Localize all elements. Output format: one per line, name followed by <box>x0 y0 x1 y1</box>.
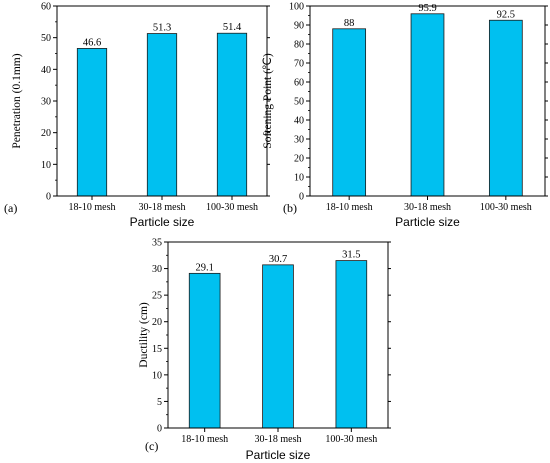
p3-x-tick-label-3: 100-30 mesh <box>325 434 377 445</box>
p3-x-tick-label-2: 30-18 mesh <box>255 434 302 445</box>
p3-y-axis-title: Ductility (cm) <box>138 302 150 368</box>
p2-y-tick-label-5: 40 <box>294 116 304 127</box>
p1-y-tick-label-5: 40 <box>41 65 51 76</box>
p3-y-tick-label-5: 20 <box>152 317 162 328</box>
p2-x-tick-label-1: 18-10 mesh <box>326 202 373 213</box>
p2-y-tick-label-1: 0 <box>299 192 304 203</box>
p3-x-tick-label-1: 18-10 mesh <box>181 434 228 445</box>
p2-y-tick-label-10: 90 <box>294 21 304 32</box>
p2-bar-2 <box>410 13 445 197</box>
p1-value-label-1: 46.6 <box>83 37 101 48</box>
p2-panel-label: (b) <box>283 201 297 215</box>
p2-value-label-1: 88 <box>344 18 355 29</box>
p1-y-tick-label-6: 50 <box>41 33 51 44</box>
p3-bar-1 <box>188 272 221 429</box>
p1-x-tick-label-1: 18-10 mesh <box>69 202 116 213</box>
p1-y-tick-label-1: 0 <box>46 192 51 203</box>
p2-y-tick-label-9: 80 <box>294 40 304 51</box>
p1-y-tick-label-4: 30 <box>41 97 51 108</box>
p2-y-axis-title: Softening Point (℃) <box>262 53 274 149</box>
p1-x-tick-label-3: 100-30 mesh <box>206 202 258 213</box>
p1-bar-1 <box>76 48 108 197</box>
p1-y-tick-label-2: 10 <box>41 160 51 171</box>
p1-panel-label: (a) <box>4 201 17 215</box>
p3-y-tick-label-6: 25 <box>152 291 162 302</box>
p2-y-tick-label-11: 100 <box>289 2 304 13</box>
p2-y-tick-label-4: 30 <box>294 135 304 146</box>
p2-y-tick-label-7: 60 <box>294 78 304 89</box>
p3-panel-label: (c) <box>145 439 158 453</box>
p3-y-tick-label-7: 30 <box>152 264 162 275</box>
p2-bar-1 <box>332 28 367 197</box>
p3-y-tick-label-8: 35 <box>152 238 162 249</box>
p2-x-tick-label-3: 100-30 mesh <box>480 202 532 213</box>
p2-value-label-2: 95.9 <box>418 3 436 14</box>
p2-y-tick-label-2: 10 <box>294 173 304 184</box>
p1-bar-3 <box>216 32 248 197</box>
p1-y-tick-label-3: 20 <box>41 128 51 139</box>
p1-bar-2 <box>146 33 178 197</box>
p2-x-axis-title: Particle size <box>395 215 460 229</box>
p2-y-tick-label-6: 50 <box>294 97 304 108</box>
chart-panel-1: 46.6 18-10 mesh 51.3 30-18 mesh 51.4 100-30 m… <box>4 2 270 229</box>
p3-value-label-3: 31.5 <box>342 250 360 261</box>
p2-value-label-3: 92.5 <box>497 9 515 20</box>
p1-x-axis-title: Particle size <box>130 215 195 229</box>
p2-bar-3 <box>488 19 523 197</box>
p3-bar-3 <box>335 260 368 429</box>
p1-value-label-2: 51.3 <box>153 23 171 34</box>
p3-value-label-1: 29.1 <box>195 262 213 273</box>
p1-plot-frame <box>56 5 268 197</box>
p2-y-tick-label-3: 20 <box>294 154 304 165</box>
chart-panel-3: 29.1 18-10 mesh 30.7 30-18 mesh 31.5 100-30 m… <box>138 238 391 462</box>
p3-x-axis-title: Particle size <box>246 448 311 462</box>
p1-y-tick-label-7: 60 <box>41 2 51 13</box>
p2-plot-frame <box>309 5 546 197</box>
p2-x-tick-label-2: 30-18 mesh <box>404 202 451 213</box>
p1-x-tick-label-2: 30-18 mesh <box>139 202 186 213</box>
p1-value-label-3: 51.4 <box>223 22 242 33</box>
p3-bar-2 <box>262 264 294 429</box>
p3-y-tick-label-2: 5 <box>157 397 162 408</box>
p3-y-tick-label-4: 15 <box>152 344 162 355</box>
p3-value-label-2: 30.7 <box>269 254 287 265</box>
p1-y-axis-title: Penetration (0.1mm) <box>11 53 23 148</box>
p2-y-tick-label-8: 70 <box>294 59 304 70</box>
p3-y-tick-label-3: 10 <box>152 370 162 381</box>
p3-y-tick-label-1: 0 <box>157 424 162 435</box>
p3-plot-frame <box>167 241 389 429</box>
chart-panel-2: 88 18-10 mesh 95.9 30-18 mesh 92.5 100-30 mes… <box>262 2 548 229</box>
